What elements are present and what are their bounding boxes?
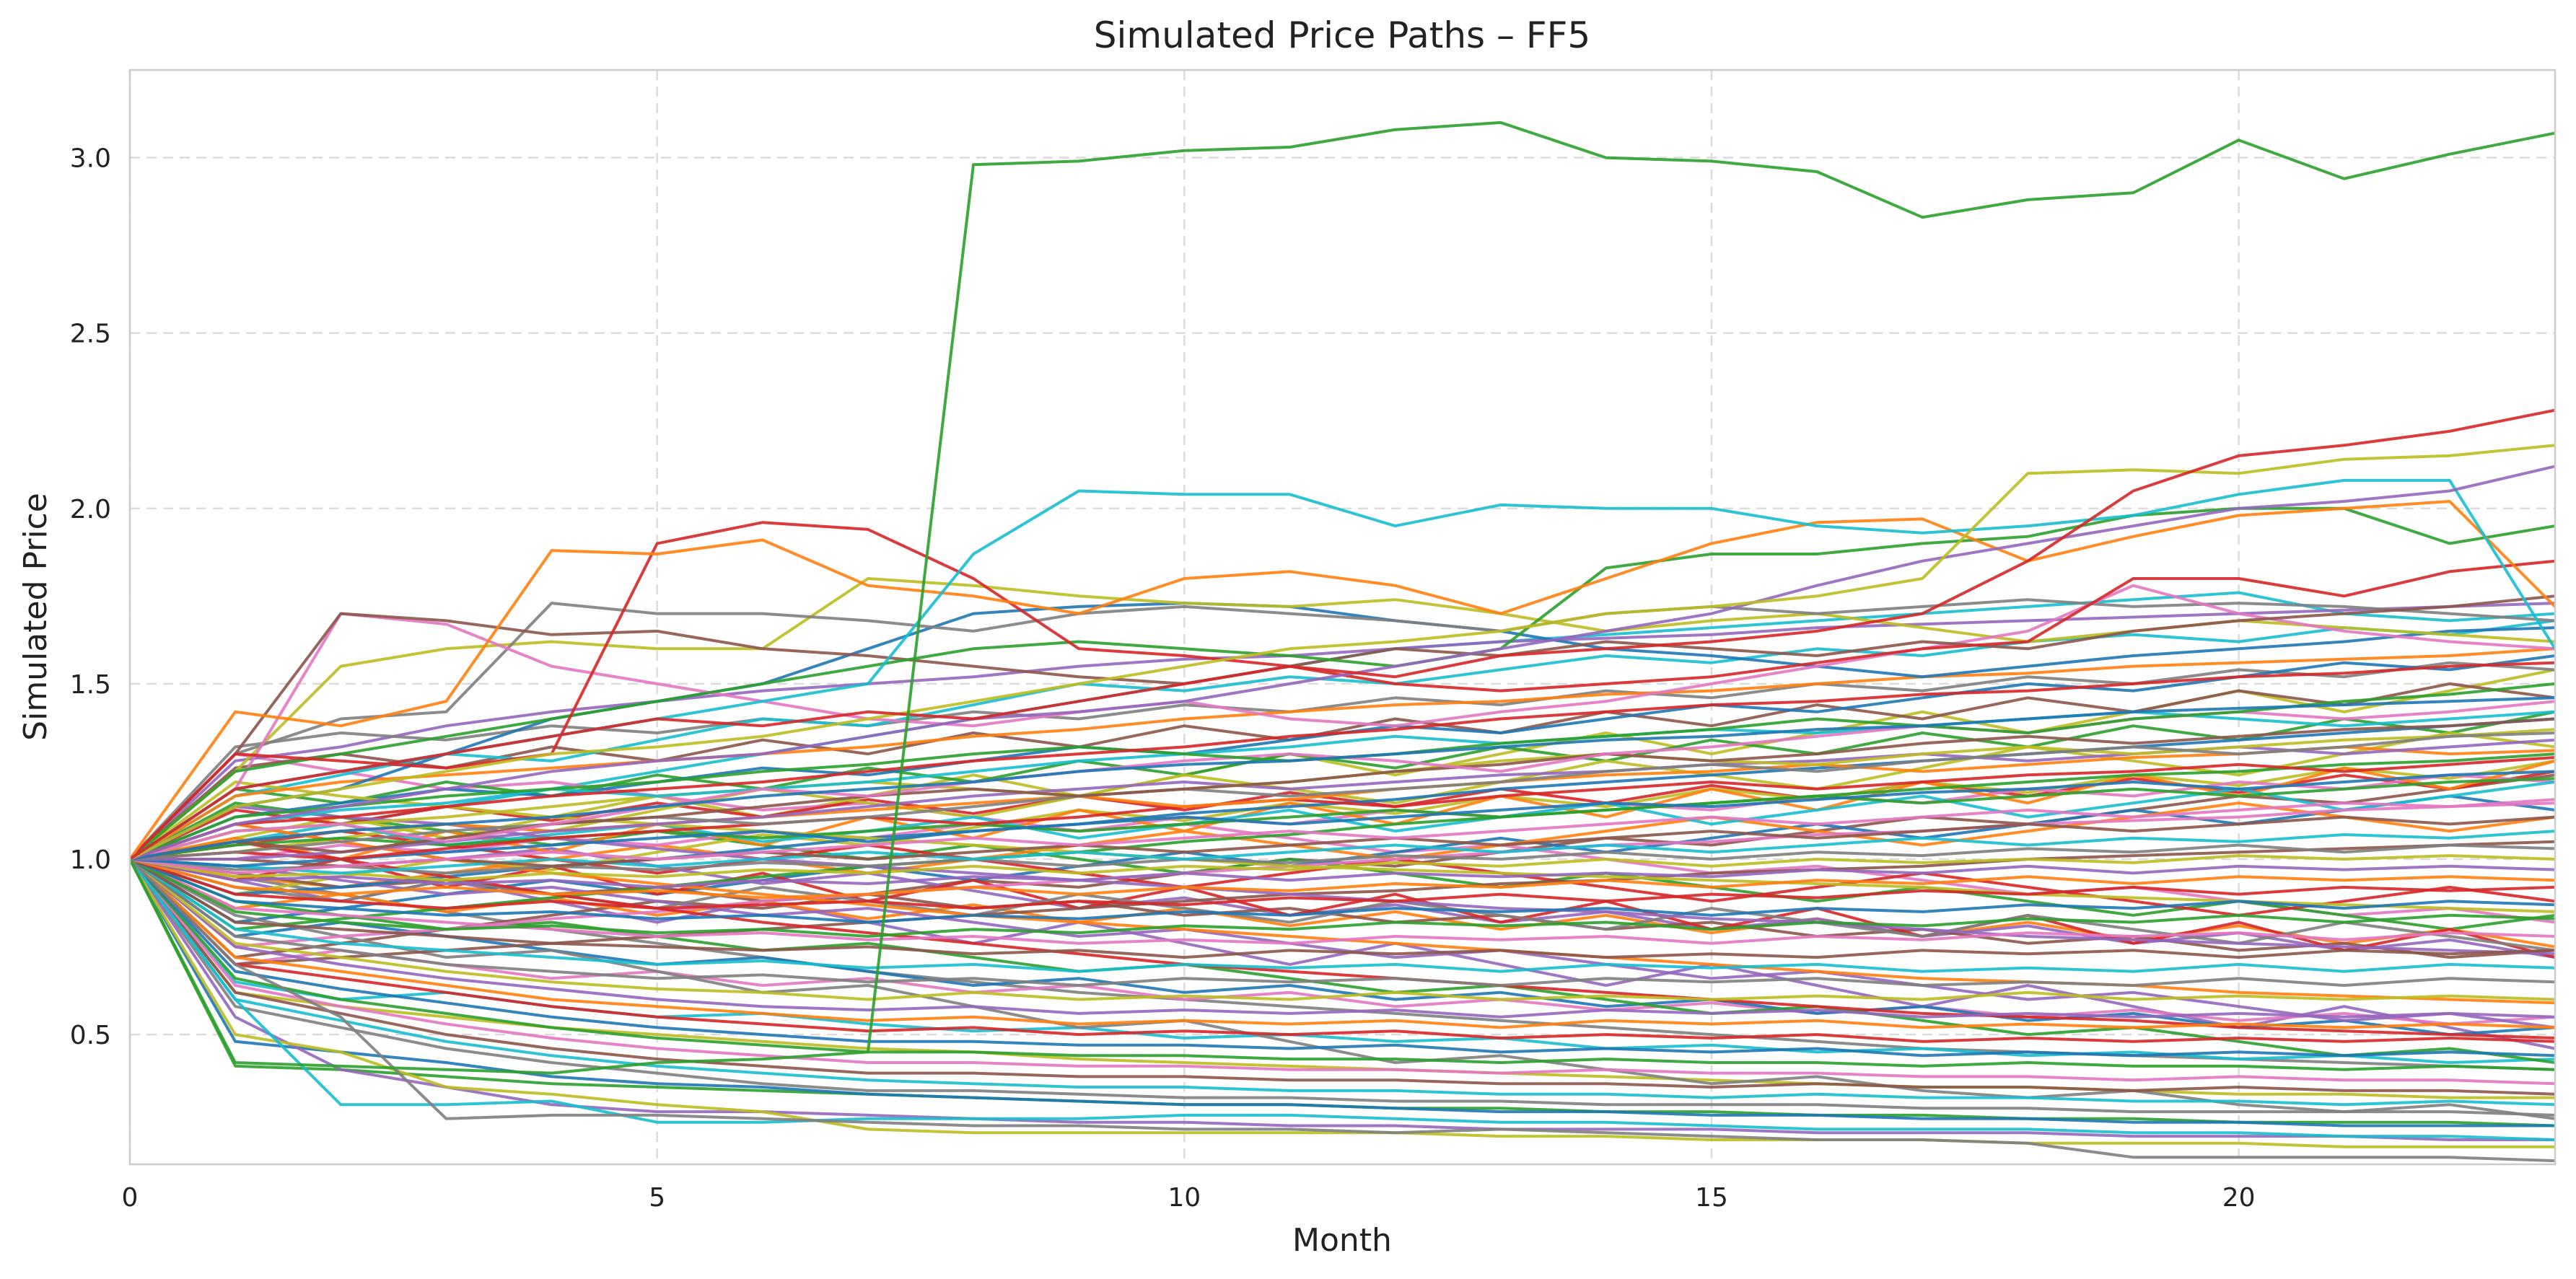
series-line xyxy=(130,858,2555,938)
x-axis-label: Month xyxy=(1292,1222,1392,1259)
x-tick-label: 15 xyxy=(1695,1183,1728,1213)
series-line xyxy=(130,858,2555,1064)
series-line xyxy=(130,858,2555,924)
series-lines xyxy=(130,120,2555,1163)
series-line xyxy=(130,858,2555,1117)
y-axis-label: Simulated Price xyxy=(17,493,54,741)
series-line xyxy=(130,854,2555,882)
series-line xyxy=(130,858,2555,1128)
series-line xyxy=(130,858,2555,1029)
plot-frame xyxy=(128,69,2557,1166)
series-line xyxy=(130,858,2555,987)
series-line xyxy=(130,598,2555,861)
series-line xyxy=(130,840,2555,966)
series-line xyxy=(130,801,2555,949)
series-line xyxy=(130,682,2555,861)
series-line xyxy=(130,858,2555,959)
series-line xyxy=(130,661,2555,861)
series-line xyxy=(130,858,2555,910)
series-line xyxy=(130,770,2555,868)
y-tick-label: 2.5 xyxy=(70,320,111,349)
series-line xyxy=(130,745,2555,861)
series-line xyxy=(130,858,2555,1163)
series-line xyxy=(130,858,2555,973)
series-line xyxy=(130,830,2555,875)
series-line xyxy=(130,858,2555,1120)
series-line xyxy=(130,858,2555,1019)
y-tick-label: 2.0 xyxy=(70,495,111,524)
series-line xyxy=(130,584,2555,861)
series-line xyxy=(130,858,2555,1058)
series-line xyxy=(130,858,2555,1026)
series-line xyxy=(130,752,2555,931)
series-line xyxy=(130,858,2555,1148)
series-line xyxy=(130,805,2555,956)
series-line xyxy=(130,840,2555,1040)
series-line xyxy=(130,594,2555,861)
series-line xyxy=(130,756,2555,861)
series-line xyxy=(130,858,2555,1086)
series-line xyxy=(130,858,2555,889)
x-tick-label: 10 xyxy=(1167,1183,1201,1213)
series-line xyxy=(130,781,2555,913)
x-axis-ticks: 0 5 10 15 20 xyxy=(122,1183,2256,1213)
series-line xyxy=(130,843,2555,875)
series-line xyxy=(130,444,2555,861)
series-line xyxy=(130,465,2555,861)
series-line xyxy=(130,408,2555,861)
chart-title: Simulated Price Paths – FF5 xyxy=(1094,14,1590,56)
x-tick-label: 5 xyxy=(649,1183,665,1213)
series-line xyxy=(130,858,2555,1107)
series-line xyxy=(130,647,2555,861)
y-tick-label: 3.0 xyxy=(70,144,111,174)
series-line xyxy=(130,696,2555,861)
y-axis-ticks: 0.5 1.0 1.5 2.0 2.5 3.0 xyxy=(70,144,111,1051)
y-tick-label: 1.0 xyxy=(70,845,111,875)
series-line xyxy=(130,858,2555,945)
series-line xyxy=(130,858,2555,1001)
series-line xyxy=(130,506,2555,861)
series-line xyxy=(130,120,2555,1075)
series-line xyxy=(130,858,2555,1050)
series-line xyxy=(130,602,2555,861)
x-tick-label: 0 xyxy=(122,1183,139,1213)
series-line xyxy=(130,858,2555,1141)
series-line xyxy=(130,858,2555,1029)
series-line xyxy=(130,815,2555,868)
series-line xyxy=(130,858,2555,1071)
x-tick-label: 20 xyxy=(2222,1183,2256,1213)
y-tick-label: 1.5 xyxy=(70,670,111,700)
series-line xyxy=(130,798,2555,875)
series-line xyxy=(130,619,2555,861)
series-line xyxy=(130,858,2555,900)
series-line xyxy=(130,602,2555,861)
series-line xyxy=(130,858,2555,1043)
series-line xyxy=(130,858,2555,1096)
y-tick-label: 0.5 xyxy=(70,1021,111,1050)
series-line xyxy=(130,500,2555,861)
